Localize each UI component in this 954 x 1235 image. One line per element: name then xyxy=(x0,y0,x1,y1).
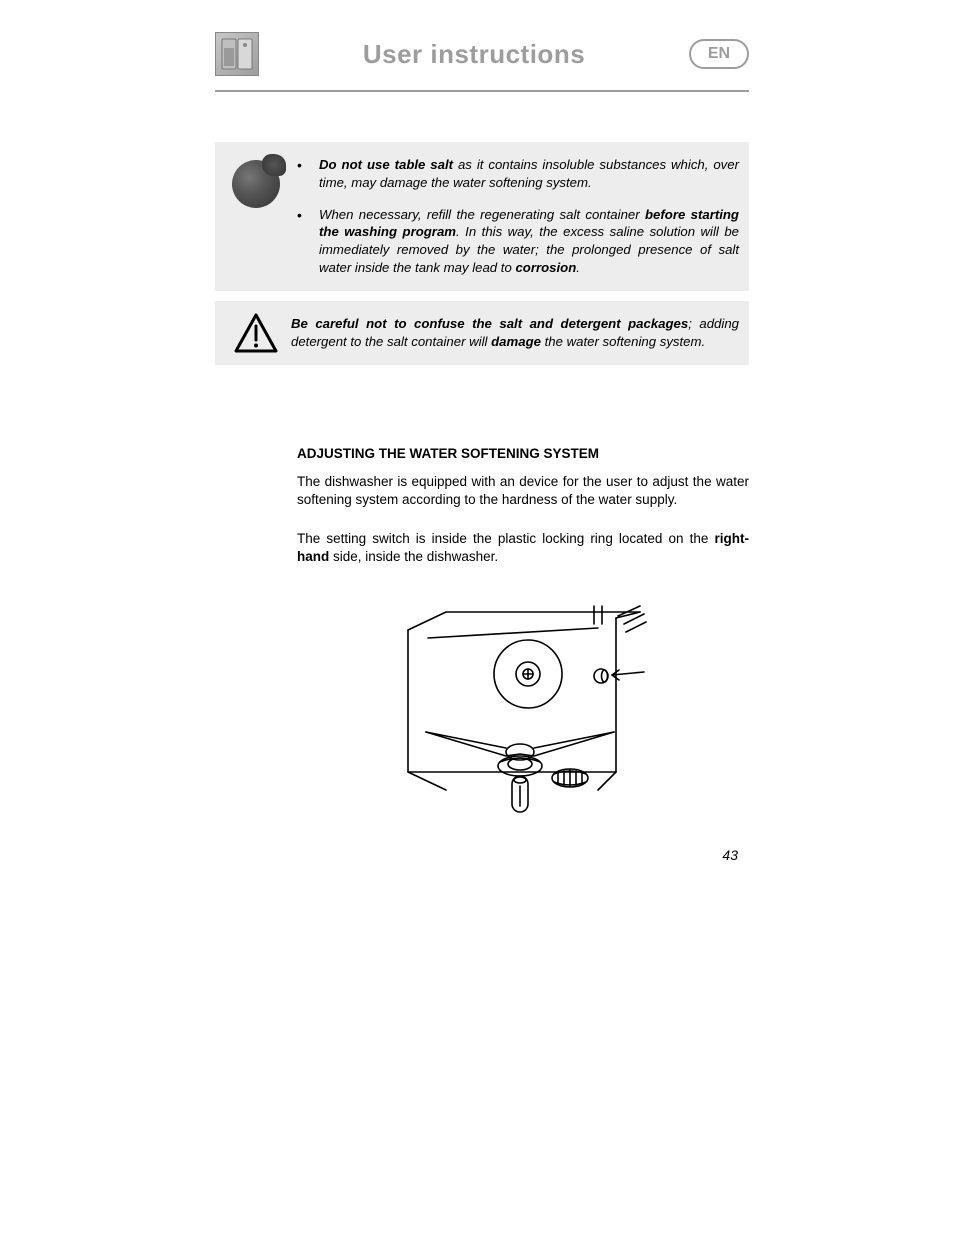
manual-page: User instructions EN Do not use table sa… xyxy=(0,0,954,1235)
tips-panel: Do not use table salt as it contains ins… xyxy=(215,142,749,291)
section-water-softening: ADJUSTING THE WATER SOFTENING SYSTEM The… xyxy=(215,445,749,822)
section-heading: ADJUSTING THE WATER SOFTENING SYSTEM xyxy=(297,445,749,463)
warning-post: the water softening system. xyxy=(541,334,705,349)
warning-icon-column xyxy=(221,313,291,353)
page-number: 43 xyxy=(722,847,738,863)
warning-panel: Be careful not to confuse the salt and d… xyxy=(215,301,749,365)
section-paragraph: The dishwasher is equipped with an devic… xyxy=(297,473,749,509)
tip-post: . xyxy=(576,260,580,275)
page-header: User instructions EN xyxy=(215,30,749,78)
warning-bold: damage xyxy=(491,334,541,349)
tips-text: Do not use table salt as it contains ins… xyxy=(291,156,739,277)
language-badge: EN xyxy=(689,39,749,69)
page-title: User instructions xyxy=(259,39,689,70)
brand-logo xyxy=(215,32,259,76)
header-divider xyxy=(215,90,749,92)
tip-bold: corrosion xyxy=(515,260,576,275)
tips-icon-column xyxy=(221,156,291,208)
chef-cartoon-icon xyxy=(232,160,280,208)
para-pre: The setting switch is inside the plastic… xyxy=(297,531,715,546)
dishwasher-interior-diagram xyxy=(388,604,648,822)
tip-item: When necessary, refill the regenerating … xyxy=(291,206,739,277)
warning-lead: Be careful not to confuse the salt and d… xyxy=(291,316,688,331)
warning-text: Be careful not to confuse the salt and d… xyxy=(291,315,739,351)
para-post: side, inside the dishwasher. xyxy=(329,549,498,564)
tip-item: Do not use table salt as it contains ins… xyxy=(291,156,739,192)
tip-lead: Do not use table salt xyxy=(319,157,453,172)
warning-triangle-icon xyxy=(234,313,278,353)
section-paragraph: The setting switch is inside the plastic… xyxy=(297,530,749,566)
tip-pre: When necessary, refill the regenerating … xyxy=(319,207,645,222)
diagram-container xyxy=(297,604,749,822)
